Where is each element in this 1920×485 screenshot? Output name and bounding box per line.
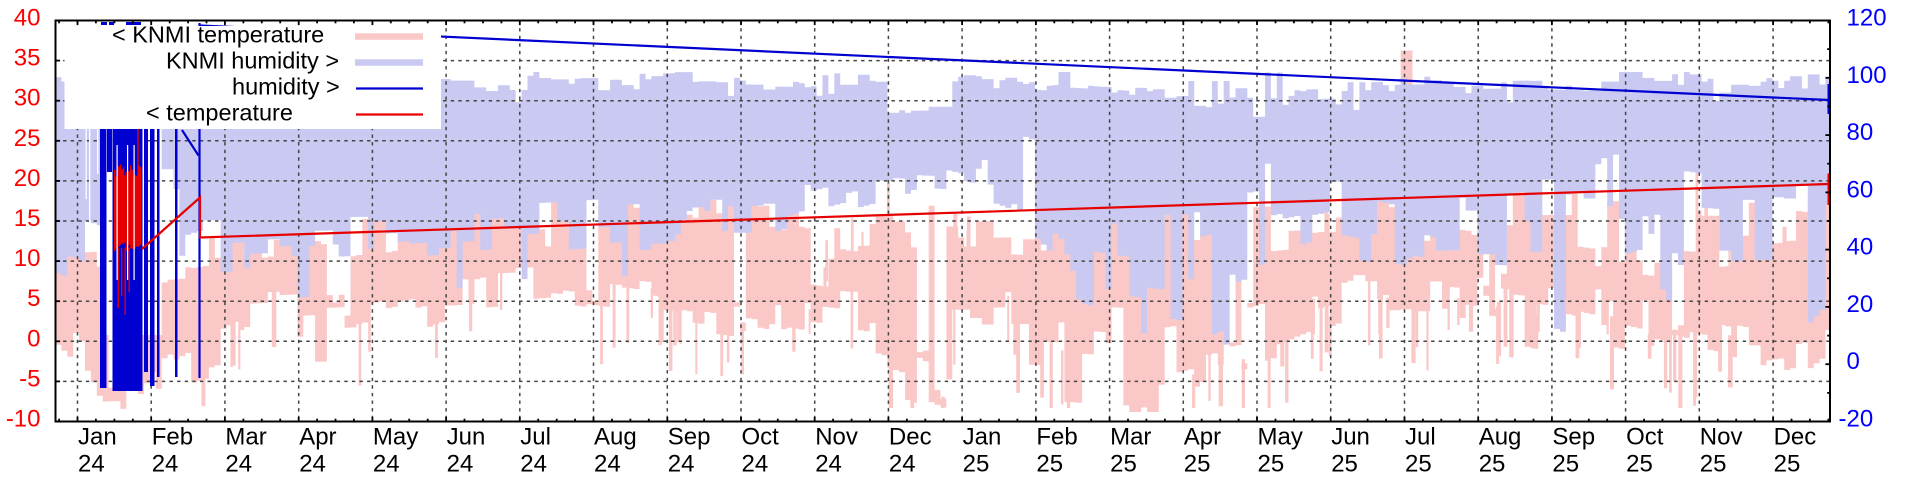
svg-text:25: 25: [963, 451, 990, 478]
svg-text:May: May: [1258, 424, 1303, 451]
svg-text:Jan: Jan: [963, 424, 1002, 451]
svg-text:25: 25: [1258, 451, 1285, 478]
svg-text:< temperature: < temperature: [146, 100, 293, 126]
svg-text:25: 25: [1405, 451, 1432, 478]
svg-text:24: 24: [78, 451, 105, 478]
svg-text:25: 25: [1479, 451, 1506, 478]
svg-text:Sep: Sep: [668, 424, 711, 451]
svg-text:40: 40: [14, 5, 41, 32]
svg-text:KNMI humidity >: KNMI humidity >: [166, 48, 339, 74]
svg-text:24: 24: [152, 451, 179, 478]
svg-text:0: 0: [27, 325, 40, 352]
svg-text:Oct: Oct: [1626, 424, 1664, 451]
svg-text:Oct: Oct: [742, 424, 780, 451]
svg-text:5: 5: [27, 285, 40, 312]
svg-text:10: 10: [14, 245, 41, 272]
svg-text:-20: -20: [1839, 406, 1874, 433]
svg-text:30: 30: [14, 85, 41, 112]
svg-text:25: 25: [1110, 451, 1137, 478]
svg-text:Aug: Aug: [594, 424, 637, 451]
svg-text:25: 25: [1184, 451, 1211, 478]
svg-text:Jun: Jun: [447, 424, 486, 451]
svg-text:-5: -5: [19, 365, 40, 392]
svg-text:Mar: Mar: [1110, 424, 1151, 451]
svg-text:Feb: Feb: [152, 424, 193, 451]
svg-text:24: 24: [889, 451, 916, 478]
svg-text:Feb: Feb: [1036, 424, 1077, 451]
svg-text:humidity >: humidity >: [232, 74, 340, 100]
svg-text:24: 24: [594, 451, 621, 478]
svg-text:Nov: Nov: [1700, 424, 1743, 451]
svg-text:24: 24: [668, 451, 695, 478]
svg-text:Jul: Jul: [1405, 424, 1436, 451]
svg-text:Nov: Nov: [815, 424, 858, 451]
svg-text:35: 35: [14, 45, 41, 72]
svg-text:0: 0: [1847, 348, 1860, 375]
svg-text:Jul: Jul: [520, 424, 551, 451]
svg-text:120: 120: [1847, 5, 1887, 32]
svg-text:25: 25: [1774, 451, 1801, 478]
svg-text:25: 25: [1331, 451, 1358, 478]
svg-text:25: 25: [1700, 451, 1727, 478]
svg-text:24: 24: [373, 451, 400, 478]
svg-text:25: 25: [1626, 451, 1653, 478]
svg-text:Sep: Sep: [1552, 424, 1595, 451]
svg-text:24: 24: [447, 451, 474, 478]
svg-text:May: May: [373, 424, 418, 451]
svg-text:80: 80: [1847, 119, 1874, 146]
svg-text:Jan: Jan: [78, 424, 117, 451]
svg-text:24: 24: [299, 451, 326, 478]
svg-text:Dec: Dec: [1774, 424, 1817, 451]
svg-text:Aug: Aug: [1479, 424, 1522, 451]
svg-text:25: 25: [1036, 451, 1063, 478]
svg-text:Dec: Dec: [889, 424, 932, 451]
svg-text:24: 24: [815, 451, 842, 478]
svg-text:20: 20: [14, 165, 41, 192]
svg-text:60: 60: [1847, 176, 1874, 203]
svg-text:24: 24: [225, 451, 252, 478]
svg-text:Mar: Mar: [225, 424, 266, 451]
svg-text:Apr: Apr: [299, 424, 336, 451]
svg-text:Jun: Jun: [1331, 424, 1370, 451]
svg-text:15: 15: [14, 205, 41, 232]
svg-text:40: 40: [1847, 234, 1874, 261]
svg-text:25: 25: [1552, 451, 1579, 478]
svg-text:Apr: Apr: [1184, 424, 1221, 451]
svg-text:24: 24: [520, 451, 547, 478]
svg-text:25: 25: [14, 125, 41, 152]
svg-text:-10: -10: [6, 406, 41, 433]
svg-text:20: 20: [1847, 291, 1874, 318]
svg-text:< KNMI temperature: < KNMI temperature: [112, 22, 324, 48]
svg-text:100: 100: [1847, 62, 1887, 89]
svg-text:24: 24: [742, 451, 769, 478]
